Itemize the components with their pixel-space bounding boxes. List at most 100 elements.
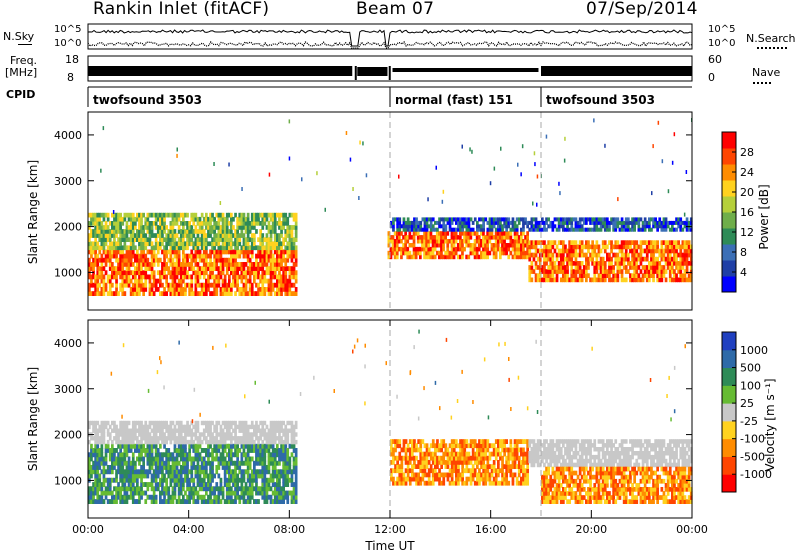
- heatmap-cell: [599, 256, 603, 262]
- heatmap-cell: [202, 436, 206, 441]
- heatmap-cell: [129, 477, 133, 483]
- heatmap-cell: [108, 237, 112, 242]
- heatmap-cell: [624, 256, 628, 262]
- heatmap-cell: [576, 220, 580, 225]
- heatmap-cell: [436, 443, 439, 449]
- heatmap-cell: [253, 428, 256, 433]
- heatmap-cell: [196, 465, 200, 470]
- heatmap-cell: [601, 224, 605, 229]
- heatmap-cell: [292, 456, 296, 462]
- heatmap-cell: [88, 452, 91, 458]
- heatmap-cell: [273, 233, 277, 238]
- heatmap-cell: [459, 224, 462, 229]
- heatmap-cell: [545, 256, 548, 262]
- heatmap-cell: [261, 237, 265, 242]
- heatmap-cell: [179, 270, 183, 276]
- heatmap-cell: [200, 257, 204, 263]
- heatmap-cell: [620, 252, 624, 258]
- heatmap-cell: [469, 235, 473, 240]
- heatmap-cell: [265, 486, 269, 492]
- heatmap-cell: [282, 212, 285, 218]
- heatmap-cell: [396, 217, 399, 222]
- heatmap-cell: [263, 428, 267, 433]
- heatmap-cell: [117, 460, 120, 466]
- heatmap-cell: [198, 456, 202, 462]
- heatmap-cell: [177, 249, 181, 255]
- heatmap-cell: [257, 253, 260, 259]
- heatmap-cell: [150, 499, 154, 504]
- heatmap-cell: [165, 278, 168, 284]
- heatmap-cell: [423, 246, 426, 252]
- heatmap-cell: [536, 220, 540, 225]
- heatmap-cell: [469, 231, 473, 236]
- heatmap-cell: [144, 499, 148, 504]
- heatmap-cell: [259, 229, 262, 234]
- heatmap-cell: [154, 216, 158, 222]
- heatmap-cell: [221, 278, 225, 284]
- heatmap-cell: [280, 420, 283, 426]
- heatmap-cell: [238, 241, 242, 247]
- heatmap-cell: [435, 239, 439, 244]
- heatmap-cell: [530, 269, 534, 274]
- heatmap-cell: [202, 237, 206, 242]
- heatmap-cell: [416, 239, 420, 244]
- heatmap-cell: [509, 250, 513, 256]
- heatmap-cell: [662, 252, 666, 258]
- heatmap-cell: [150, 477, 154, 483]
- heatmap-cell: [580, 252, 584, 258]
- heatmap-cell: [106, 439, 110, 445]
- heatmap-cell: [140, 494, 143, 500]
- heatmap-cell: [179, 477, 183, 483]
- heatmap-cell: [393, 239, 397, 244]
- heatmap-cell: [587, 261, 590, 266]
- heatmap-cell: [119, 460, 122, 466]
- heatmap-cell: [113, 486, 116, 492]
- heatmap-cell: [215, 212, 219, 218]
- heatmap-cell: [286, 291, 290, 296]
- heatmap-cell: [152, 212, 156, 218]
- heatmap-cell: [115, 424, 118, 430]
- heatmap-cell: [578, 227, 582, 232]
- heatmap-cell: [436, 227, 439, 232]
- heatmap-cell: [188, 482, 191, 487]
- heatmap-cell: [463, 447, 467, 453]
- heatmap-cell: [179, 428, 183, 433]
- heatmap-cell: [263, 291, 267, 296]
- heatmap-cell: [232, 420, 235, 426]
- heatmap-cell: [648, 277, 651, 283]
- heatmap-cell: [616, 224, 620, 229]
- heatmap-cell: [416, 235, 420, 240]
- freq-block-1: [88, 66, 353, 76]
- heatmap-cell: [186, 237, 189, 242]
- heatmap-cell: [190, 439, 194, 445]
- heatmap-cell: [236, 253, 239, 259]
- heatmap-cell: [457, 480, 460, 486]
- heatmap-cell: [163, 253, 166, 259]
- heatmap-cell: [273, 456, 277, 462]
- heatmap-cell: [146, 482, 150, 487]
- heatmap-cell: [184, 452, 187, 458]
- heatmap-cell: [624, 220, 628, 225]
- heatmap-cell: [259, 241, 262, 247]
- heatmap-cell: [192, 253, 196, 259]
- heatmap-cell: [186, 439, 189, 445]
- heatmap-cell: [213, 245, 216, 251]
- heatmap-cell: [417, 224, 420, 229]
- heatmap-cell: [452, 246, 456, 252]
- heatmap-cell: [223, 473, 227, 479]
- heatmap-cell: [182, 249, 185, 255]
- heatmap-cell: [568, 244, 571, 250]
- heatmap-cell: [574, 224, 578, 229]
- heatmap-cell: [452, 468, 456, 474]
- heatmap-cell: [480, 224, 483, 229]
- heatmap-cell: [94, 257, 97, 263]
- heatmap-cell: [119, 262, 122, 267]
- heatmap-cell: [395, 235, 399, 240]
- heatmap-cell: [265, 216, 269, 222]
- heatmap-cell: [173, 494, 177, 500]
- heatmap-cell: [421, 439, 425, 444]
- heatmap-cell: [683, 273, 687, 278]
- heatmap-cell: [140, 490, 143, 496]
- heatmap-cell: [427, 235, 431, 240]
